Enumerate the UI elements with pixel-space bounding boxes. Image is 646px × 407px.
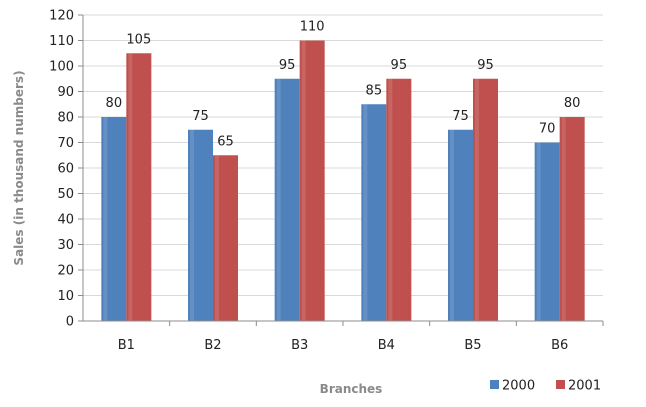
legend-label-2001: 2001	[568, 379, 601, 394]
bar-2000-B6	[534, 142, 560, 321]
bar-highlight	[215, 155, 219, 321]
x-category-label: B1	[118, 338, 135, 353]
x-category-label: B6	[551, 338, 568, 353]
y-tick-label: 70	[57, 136, 74, 151]
data-label-2001-B4: 95	[391, 58, 408, 73]
data-label-2000-B5: 75	[452, 109, 469, 124]
y-tick-label: 120	[49, 9, 74, 24]
bar-highlight	[363, 104, 368, 321]
bar-highlight	[103, 117, 108, 321]
data-label-2000-B1: 80	[106, 96, 123, 111]
bar-highlight	[128, 53, 133, 321]
y-tick-label: 20	[57, 264, 74, 279]
x-category-label: B5	[464, 338, 481, 353]
x-category-label: B4	[378, 338, 395, 353]
bar-highlight	[450, 129, 454, 321]
bar-highlight	[190, 129, 194, 321]
bar-2001-B1	[126, 53, 152, 321]
bar-2000-B2	[188, 129, 213, 321]
bar-highlight	[301, 40, 306, 321]
x-category-label: B3	[291, 338, 308, 353]
data-label-2000-B3: 95	[279, 58, 296, 73]
y-tick-label: 50	[57, 187, 74, 202]
bar-highlight	[536, 142, 541, 321]
data-label-2001-B6: 80	[564, 96, 581, 111]
bar-highlight	[561, 117, 566, 321]
bar-2001-B5	[473, 78, 498, 321]
bar-2001-B3	[299, 40, 325, 321]
gridlines	[78, 14, 604, 326]
bar-highlight	[475, 78, 479, 321]
y-tick-label: 80	[57, 111, 74, 126]
bar-2000-B3	[274, 78, 300, 321]
y-axis-title: Sales (in thousand numbers)	[12, 70, 26, 265]
bar-2001-B6	[559, 117, 585, 321]
legend-label-2000: 2000	[502, 379, 535, 394]
x-category-labels: B1 B2 B3 B4 B5 B6	[118, 338, 569, 353]
y-tick-label: 110	[49, 34, 74, 49]
y-tick-label: 60	[57, 162, 74, 177]
bars	[101, 40, 585, 321]
x-category-label: B2	[204, 338, 221, 353]
bar-highlight	[388, 78, 393, 321]
y-tick-label: 0	[66, 315, 74, 330]
y-tick-label: 10	[57, 289, 74, 304]
bar-2000-B1	[101, 117, 127, 321]
y-tick-label: 30	[57, 238, 74, 253]
bar-2000-B5	[448, 129, 473, 321]
bar-2001-B4	[386, 78, 412, 321]
data-label-2000-B6: 70	[539, 122, 556, 137]
data-labels: 80 105 75 65 95 110 85 95 75 95 70 80	[106, 20, 581, 150]
data-label-2001-B3: 110	[300, 20, 325, 35]
data-label-2000-B4: 85	[366, 83, 383, 98]
bar-2000-B4	[361, 104, 387, 321]
legend-swatch-2000	[490, 380, 499, 389]
legend-swatch-2001	[556, 380, 565, 389]
x-axis-title: Branches	[320, 382, 383, 396]
bar-2001-B2	[213, 155, 238, 321]
data-label-2001-B1: 105	[126, 32, 151, 47]
y-tick-label: 40	[57, 213, 74, 228]
data-label-2000-B2: 75	[192, 109, 209, 124]
y-tick-label: 90	[57, 85, 74, 100]
legend: 2000 2001	[490, 379, 601, 394]
y-tick-labels: 0 10 20 30 40 50 60 70 80 90 100 110 120	[49, 9, 74, 330]
data-label-2001-B2: 65	[217, 134, 234, 149]
data-label-2001-B5: 95	[477, 58, 494, 73]
bar-highlight	[276, 78, 281, 321]
y-tick-label: 100	[49, 60, 74, 75]
